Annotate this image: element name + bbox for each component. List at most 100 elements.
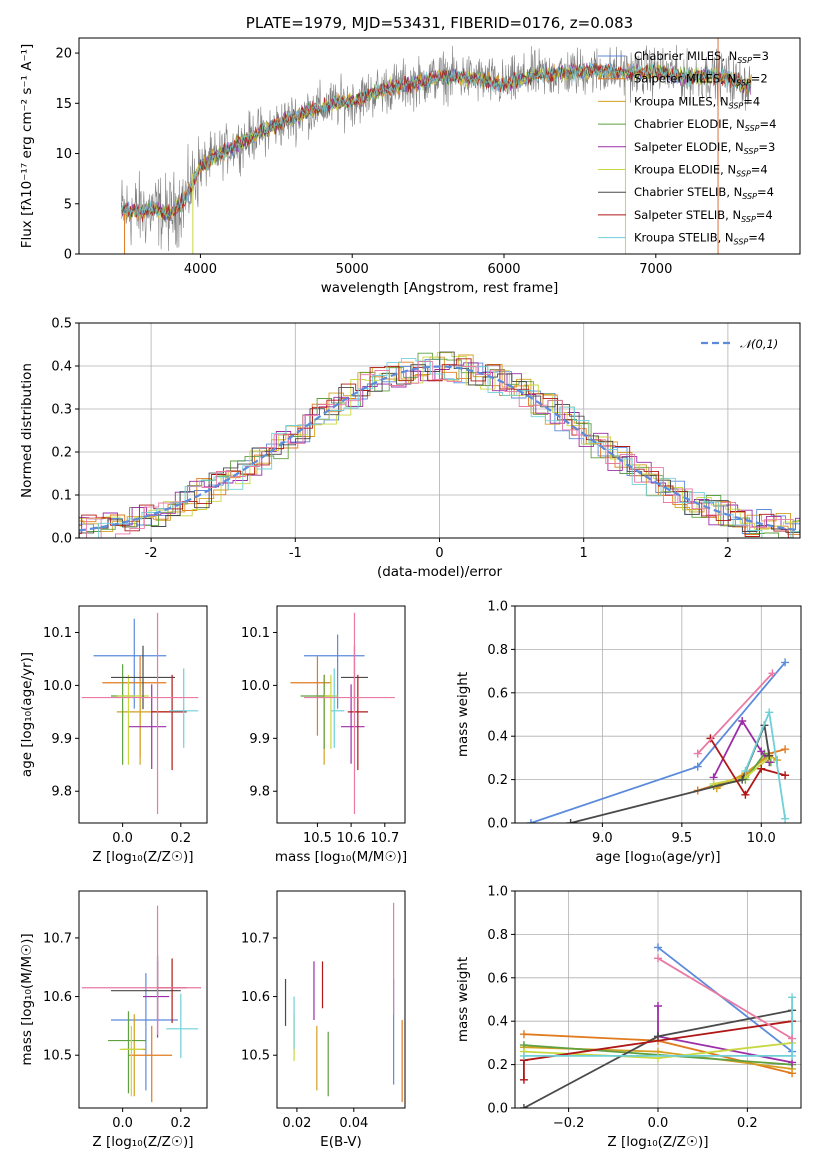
error-bar-point [116, 674, 149, 765]
legend-subscript: SSP [737, 56, 752, 65]
residual-histogram-step [79, 362, 800, 531]
error-bar-point [128, 684, 167, 770]
age_vs_mass-panel: 10.5 10.6 10.7 9.8 9.9 10.0 10.1 mass [log₁₀(M/… [241, 605, 407, 865]
legend-value: =4 [760, 117, 777, 131]
mass-weight-marker [693, 762, 702, 771]
x-tick-label: 5000 [336, 262, 369, 277]
y-tick-label: 0.0 [51, 532, 72, 547]
x-tick-label: 0.2 [170, 1116, 191, 1131]
y-tick-label: 10.7 [241, 931, 270, 946]
error-bar-point [93, 618, 167, 709]
y-axis-label: Flux [fλ10⁻¹⁷ erg cm⁻² s⁻¹ A⁻¹] [19, 44, 35, 249]
y-tick-label: 0.2 [487, 773, 508, 788]
x-tick-label: 0.2 [170, 831, 191, 846]
y-axis-label: mass [log₁₀(M/M☉)] [19, 933, 35, 1065]
axes-frame [514, 605, 802, 824]
x-tick-label: 10.5 [303, 831, 332, 846]
mass-weight-marker [781, 745, 790, 754]
mass-weight-marker [757, 747, 766, 756]
mass_weight_vs_age-panel: 9.0 9.5 10.0 0.0 0.2 0.4 0.6 0.8 1.0 age [log₁₀(a… [455, 600, 802, 865]
axes-frame [78, 37, 801, 255]
legend-label: 𝒩(0,1) [740, 337, 778, 351]
x-tick-label: −0.2 [553, 1116, 585, 1131]
error-bar-point [116, 680, 181, 765]
x-tick-label: 0 [435, 546, 443, 561]
axes-frame [78, 605, 208, 824]
x-tick-label: 6000 [487, 262, 520, 277]
mass-weight-marker [566, 819, 575, 823]
x-axis-label: Z [log₁₀(Z/Z☉)] [92, 1134, 193, 1150]
residual-histogram-step [79, 352, 800, 538]
legend-value: =2 [751, 72, 768, 86]
mass-weight-marker [738, 775, 747, 784]
error-bar-point [324, 674, 338, 749]
y-tick-label: 5 [64, 197, 72, 212]
legend-label: Kroupa ELODIE, NSSP=4 [634, 163, 768, 179]
error-bar-point [81, 905, 202, 1035]
legend-label: Kroupa MILES, NSSP=4 [634, 94, 760, 110]
x-tick-label: 9.0 [592, 831, 613, 846]
model-spectrum-line [121, 62, 752, 221]
y-tick-label: 10.5 [241, 1049, 270, 1064]
y-tick-label: 0.5 [51, 317, 72, 332]
error-bar-point [143, 961, 170, 1038]
mass-weight-line [712, 719, 770, 778]
legend-label: Chabrier MILES, NSSP=3 [634, 49, 769, 65]
mass-weight-line [570, 722, 771, 823]
mass-weight-marker [757, 764, 766, 773]
y-axis-label: mass weight [455, 672, 471, 757]
y-tick-label: 10.5 [43, 1049, 72, 1064]
mass-weight-marker [654, 1002, 662, 1011]
y-tick-label: 9.9 [51, 732, 72, 747]
legend-subscript: SSP [729, 101, 744, 110]
y-tick-label: 0.3 [51, 403, 72, 418]
mass-weight-line [657, 957, 793, 1040]
x-axis-label: (data-model)/error [377, 564, 503, 580]
y-tick-label: 0.4 [51, 360, 72, 375]
legend-value: =3 [752, 49, 769, 63]
y-tick-label: 0.6 [487, 686, 508, 701]
y-tick-label: 10.1 [241, 626, 270, 641]
mass-weight-marker [788, 1034, 797, 1043]
mass-weight-marker [738, 717, 747, 726]
mass-weight-marker [781, 771, 790, 780]
y-tick-label: 10.6 [241, 990, 270, 1005]
mass-weight-marker [741, 790, 750, 799]
y-tick-label: 0.2 [51, 446, 72, 461]
y-tick-label: 0.2 [487, 1058, 508, 1073]
error-bar-point [169, 668, 199, 748]
x-axis-label: age [log₁₀(age/yr)] [595, 849, 720, 865]
error-bar-point [347, 674, 368, 771]
residuals-panel: -2 -1 0 1 2 0.0 0.1 0.2 0.3 0.4 0.5 (data-model)/er… [19, 317, 801, 580]
x-tick-label: 0.04 [339, 1116, 368, 1131]
mass-weight-marker [768, 669, 777, 678]
error-bar-point [300, 674, 331, 749]
model-spectrum-line [121, 62, 752, 218]
mass-weight-line [657, 946, 793, 1053]
mass-weight-marker [781, 658, 790, 667]
error-bar-point [330, 668, 345, 748]
legend-value: =4 [751, 163, 768, 177]
legend-subscript: SSP [736, 79, 751, 88]
mass-weight-marker [519, 1051, 528, 1060]
legend-value: =3 [758, 140, 775, 154]
y-tick-label: 0.0 [487, 817, 508, 832]
y-tick-label: 15 [55, 97, 72, 112]
residual-histogram-step [79, 361, 800, 538]
y-tick-label: 0 [64, 248, 72, 263]
y-tick-label: 9.9 [249, 732, 270, 747]
residual-histogram-step [79, 358, 800, 538]
y-axis-label: age [log₁₀(age/yr)] [19, 652, 35, 777]
y-tick-label: 1.0 [487, 600, 508, 615]
error-bar-point [111, 645, 175, 710]
mass-weight-marker [788, 993, 797, 1002]
x-axis-label: Z [log₁₀(Z/Z☉)] [92, 849, 193, 865]
spectrum-title: PLATE=1979, MJD=53431, FIBERID=0176, z=0… [246, 14, 633, 32]
legend-label: Chabrier ELODIE, NSSP=4 [634, 117, 776, 133]
x-axis-label: E(B-V) [320, 1134, 362, 1150]
age_vs_mass-plot-area [290, 612, 395, 815]
error-bar-point [341, 684, 365, 764]
y-tick-label: 0.1 [51, 489, 72, 504]
mass-weight-marker [693, 749, 702, 758]
